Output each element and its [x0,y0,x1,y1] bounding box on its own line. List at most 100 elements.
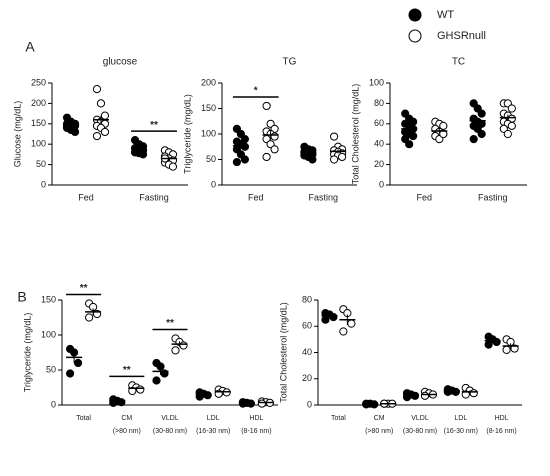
data-point [240,155,249,164]
x-tick-sublabel: (16-30 nm) [444,428,478,435]
x-tick-sublabel: (30-80 nm) [403,428,437,435]
y-tick-label: 200 [201,77,216,87]
data-point [469,135,478,144]
x-tick-label: VLDL [411,415,429,422]
data-point [321,315,330,324]
x-tick-label: Fed [248,192,264,202]
x-tick-label: VLDL [161,415,179,422]
significance-label: ** [166,318,174,329]
x-tick-label: LDL [207,415,220,422]
data-point [73,358,83,368]
y-tick-label: 0 [307,399,312,409]
legend-marker [408,8,422,22]
y-tick-label: 100 [369,77,384,87]
data-point [477,109,486,118]
legend-marker [408,29,422,43]
data-point [420,391,430,400]
y-tick-label: 40 [374,139,384,149]
y-axis-label: Total Cholesterol (mg/dL) [350,84,360,185]
data-point [461,390,470,399]
x-tick-label: HDL [249,415,263,422]
data-point [179,341,188,350]
data-point [477,129,486,139]
x-tick-label: Fasting [139,192,169,202]
x-tick-label: Fed [416,192,432,202]
data-point [152,376,161,385]
x-tick-sublabel: (16-30 nm) [196,428,230,435]
data-point [232,157,241,167]
y-tick-label: 150 [41,294,56,304]
data-point [62,121,72,130]
data-point [240,142,249,151]
significance-label: ** [123,365,131,376]
legend: WT GHSRnull [408,8,486,43]
data-point [136,385,145,394]
data-point [507,121,516,130]
x-tick-sublabel: (30-80 nm) [153,428,187,435]
data-point [409,131,418,141]
data-point [469,389,478,398]
y-tick-label: 150 [201,103,216,113]
y-tick-label: 150 [31,118,46,128]
x-tick-label: CM [374,415,385,422]
data-point [65,369,75,378]
data-point [130,144,140,153]
x-tick-sublabel: (>80 nm) [113,428,141,435]
data-point [117,398,126,407]
data-point [70,127,80,137]
y-tick-label: 50 [36,159,46,169]
panel-label: A [25,39,35,55]
data-point [92,131,102,141]
significance-label: ** [80,283,88,294]
data-point [451,387,460,396]
panel-label: B [17,289,26,305]
data-point [484,340,493,349]
x-tick-label: Fed [78,192,94,202]
data-point [443,387,452,396]
legend-label: GHSRnull [437,30,486,42]
data-point [168,162,178,171]
y-tick-label: 100 [31,139,46,149]
y-tick-label: 0 [51,399,56,409]
y-tick-label: 40 [302,347,312,357]
y-tick-label: 60 [302,321,312,331]
data-point [262,152,271,162]
y-tick-label: 20 [374,159,384,169]
data-point [492,337,501,347]
y-tick-label: 20 [302,373,312,383]
data-point [347,319,356,328]
data-point [100,127,110,137]
chart-title: TC [452,57,465,68]
data-point [85,313,94,322]
x-tick-label: Total [76,415,91,422]
data-point [338,152,347,162]
data-point [330,155,339,164]
data-point [330,132,339,141]
x-tick-label: LDL [454,415,467,422]
x-tick-sublabel: (8-16 nm) [486,428,516,435]
y-tick-label: 80 [302,294,312,304]
data-point [270,145,279,154]
x-tick-sublabel: (8-16 nm) [241,428,271,435]
chart-title: glucose [103,57,138,68]
data-point [138,150,148,159]
y-tick-label: 60 [374,118,384,128]
data-point [128,386,137,396]
y-axis-label: Triglyceride (mg/dL) [22,313,32,393]
y-axis-label: Glucose (mg/dL) [12,101,22,168]
chart-title: TG [283,57,297,68]
y-axis-label: Total Cholesterol (mg/dL) [278,302,288,403]
y-tick-label: 80 [374,98,384,108]
data-point [308,155,317,164]
y-tick-label: 100 [41,329,56,339]
data-point [262,101,271,111]
data-point [257,399,267,408]
data-point [270,132,279,141]
x-tick-label: HDL [495,415,509,422]
data-point [339,327,348,336]
data-point [439,121,448,130]
data-point [405,140,414,149]
x-tick-label: CM [121,415,132,422]
y-tick-label: 0 [211,179,216,189]
